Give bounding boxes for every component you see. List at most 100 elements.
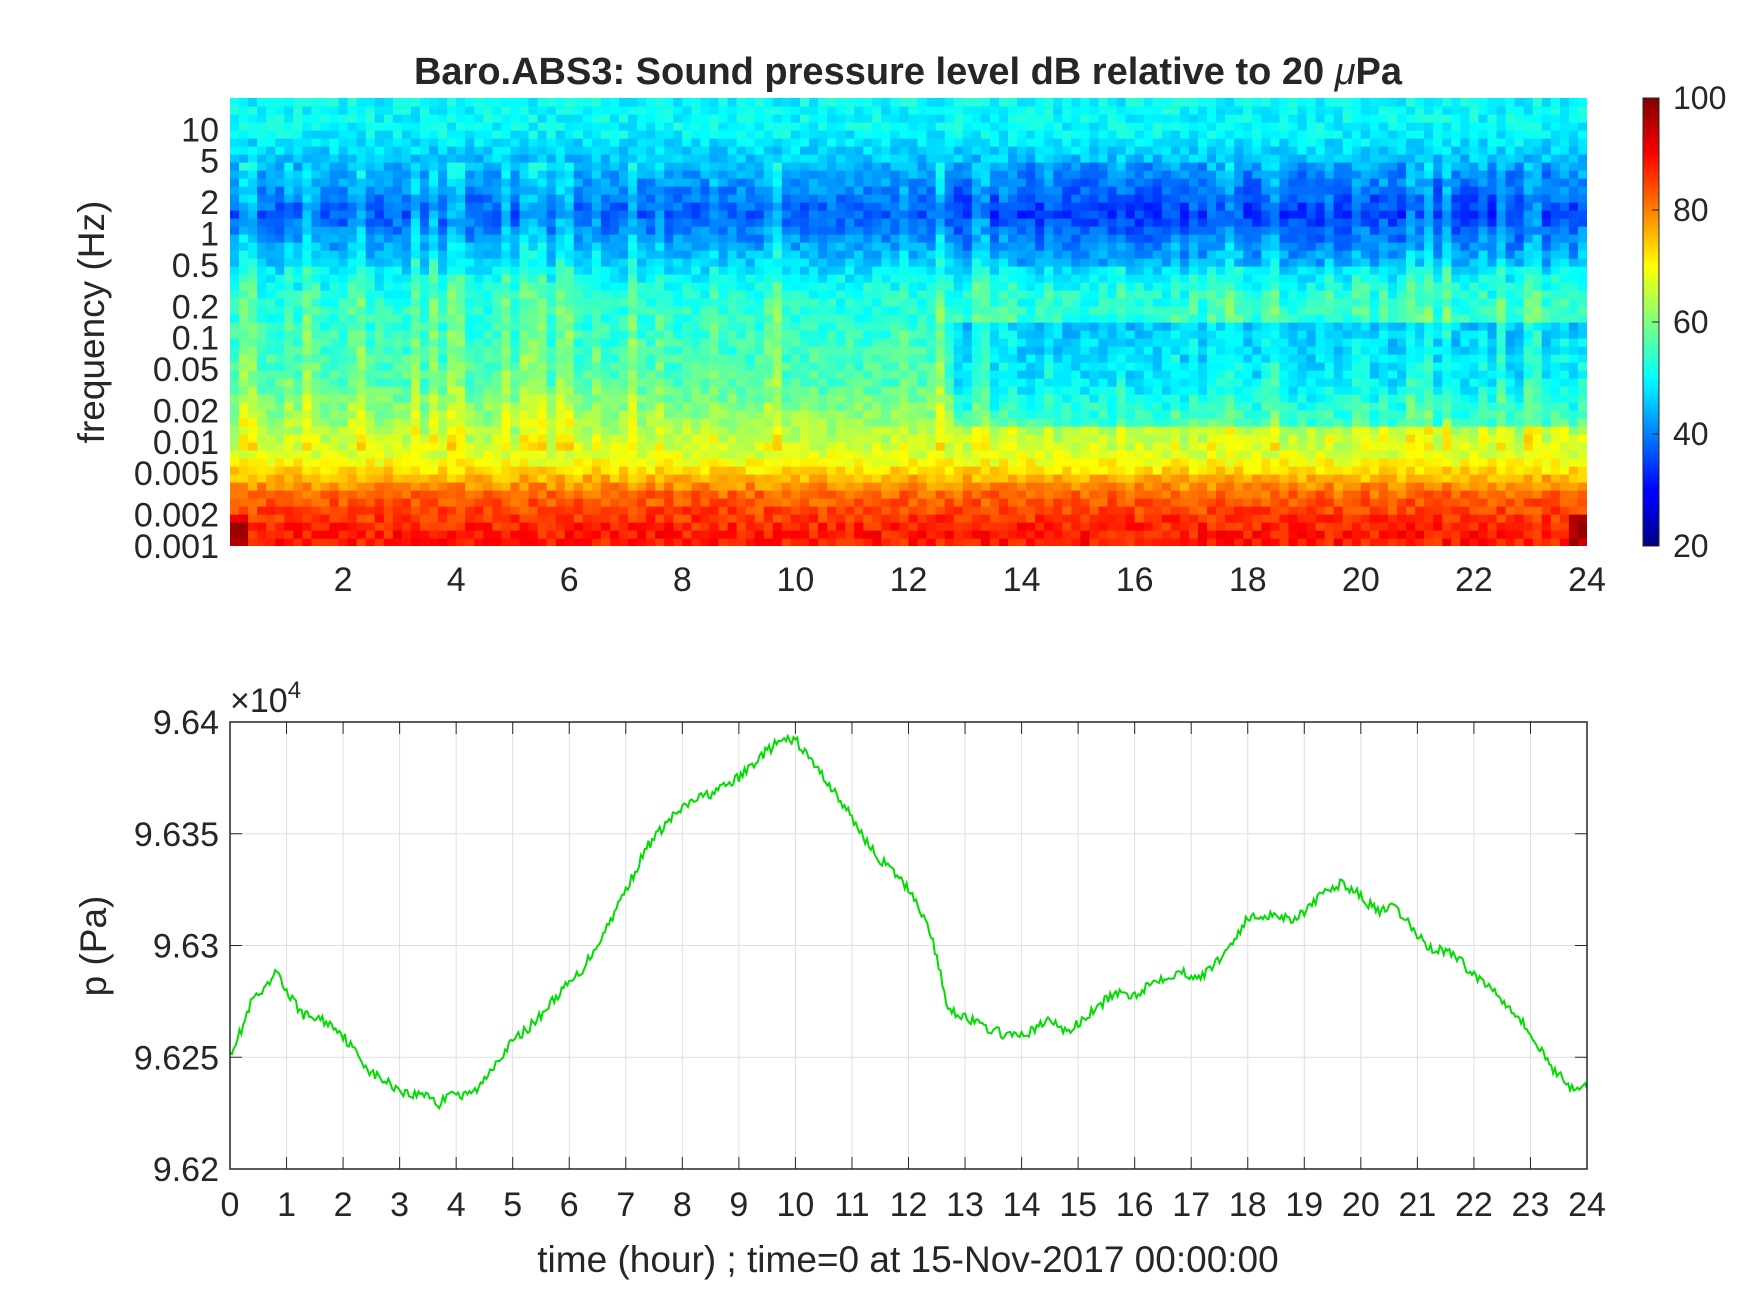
spectrogram-cell	[691, 530, 702, 539]
spectrogram-cell	[854, 178, 864, 187]
spectrogram-cell	[573, 434, 584, 443]
spectrogram-cell	[429, 522, 439, 531]
spectrogram-cell	[935, 386, 946, 395]
spectrogram-cell	[772, 218, 783, 227]
spectrogram-cell	[971, 426, 982, 435]
spectrogram-cell	[1026, 346, 1036, 355]
spectrogram-cell	[845, 194, 855, 203]
spectrogram-cell	[284, 498, 294, 507]
spectrogram-cell	[953, 202, 964, 211]
spectrogram-cell	[555, 434, 566, 443]
spectrogram-cell	[971, 162, 982, 171]
spectrogram-cell	[926, 522, 937, 531]
spectrogram-cell	[736, 418, 747, 427]
spectrogram-cell	[899, 394, 910, 403]
spectrogram-cell	[926, 434, 937, 443]
spectrogram-cell	[293, 170, 303, 179]
spectrogram-cell	[953, 538, 964, 546]
spectrogram-cell	[646, 146, 656, 155]
spectrogram-cell	[564, 218, 575, 227]
spectrogram-cell	[673, 274, 683, 283]
spectrogram-cell	[899, 450, 910, 459]
spectrogram-cell	[745, 242, 756, 251]
spectrogram-cell	[827, 298, 837, 307]
spectrogram-cell	[863, 362, 873, 371]
spectrogram-cell	[438, 170, 448, 179]
spectrogram-cell	[438, 362, 448, 371]
spectrogram-cell	[365, 338, 376, 347]
spectrogram-cell	[266, 202, 276, 211]
spectrogram-cell	[1008, 506, 1018, 515]
spectrogram-cell	[637, 194, 647, 203]
spectrogram-cell	[655, 114, 665, 123]
spectrogram-cell	[917, 186, 928, 195]
spectrogram-cell	[953, 482, 964, 491]
spectrogram-cell	[664, 162, 674, 171]
spectrogram-cell	[917, 138, 928, 147]
spectrogram-cell	[474, 506, 484, 515]
spectrogram-cell	[818, 514, 828, 523]
spectrogram-cell	[890, 378, 901, 387]
spectrogram-cell	[284, 218, 294, 227]
spectrogram-cell	[248, 330, 258, 339]
spectrogram-cell	[718, 370, 729, 379]
spectrogram-cell	[537, 386, 548, 395]
spectrogram-cell	[763, 154, 774, 163]
spectrogram-cell	[682, 194, 692, 203]
spectrogram-cell	[510, 186, 521, 195]
spectrogram-cell	[410, 394, 421, 403]
spectrogram-cell	[311, 250, 322, 259]
spectrogram-cell	[646, 282, 656, 291]
spectrogram-cell	[419, 386, 430, 395]
spectrogram-cell	[763, 234, 774, 243]
spectrogram-cell	[709, 106, 720, 115]
spectrogram-cell	[836, 314, 846, 323]
spectrogram-cell	[808, 194, 819, 203]
spectrogram-cell	[646, 186, 656, 195]
spectrogram-cell	[989, 98, 1000, 107]
spectrogram-cell	[329, 186, 340, 195]
spectrogram-cell	[582, 114, 593, 123]
spectrogram-cell	[953, 234, 964, 243]
spectrogram-cell	[248, 226, 258, 235]
spectrogram-cell	[429, 394, 439, 403]
spectrogram-cell	[682, 98, 692, 107]
spectrogram-cell	[365, 482, 376, 491]
spectrogram-cell	[790, 322, 801, 331]
spectrogram-cell	[781, 138, 792, 147]
spectrogram-cell	[863, 426, 873, 435]
spectrogram-cell	[790, 130, 801, 139]
spectrogram-cell	[772, 506, 783, 515]
spectrogram-cell	[573, 250, 584, 259]
spectrogram-cell	[284, 474, 294, 483]
spectrogram-cell	[338, 186, 349, 195]
spectrogram-cell	[863, 538, 873, 546]
spectrogram-cell	[284, 354, 294, 363]
spectrogram-cell	[302, 458, 313, 467]
spectrogram-cell	[519, 482, 530, 491]
spectrogram-cell	[926, 146, 937, 155]
spectrogram-cell	[564, 474, 575, 483]
spectrogram-cell	[456, 538, 466, 546]
spectrogram-cell	[338, 306, 349, 315]
spectrogram-cell	[745, 482, 756, 491]
spectrogram-cell	[429, 498, 439, 507]
spectrogram-cell	[691, 274, 702, 283]
spectrogram-cell	[456, 466, 466, 475]
spectrogram-cell	[248, 250, 258, 259]
spectrogram-cell	[257, 482, 267, 491]
spectrogram-cell	[628, 242, 638, 251]
spectrogram-cell	[908, 250, 919, 259]
spectrogram-cell	[410, 330, 421, 339]
spectrogram-cell	[573, 514, 584, 523]
spectrogram-cell	[230, 514, 240, 523]
spectrogram-cell	[727, 434, 738, 443]
spectrogram-cell	[619, 122, 629, 131]
spectrogram-cell	[248, 354, 258, 363]
spectrogram-cell	[718, 482, 729, 491]
spectrogram-cell	[591, 458, 602, 467]
spectrogram-cell	[971, 474, 982, 483]
spectrogram-cell	[474, 274, 484, 283]
spectrogram-cell	[347, 442, 358, 451]
spectrogram-cell	[827, 274, 837, 283]
